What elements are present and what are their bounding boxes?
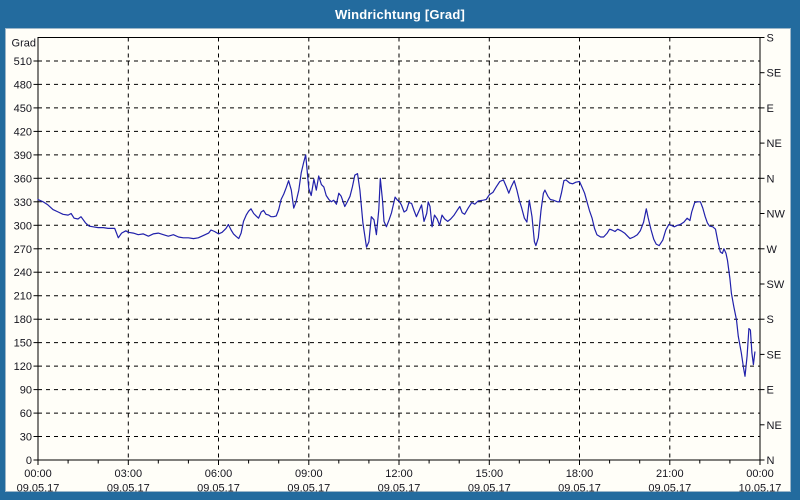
right-axis-compass-label: SE xyxy=(767,349,782,361)
right-axis-compass-label: S xyxy=(767,33,774,45)
right-axis-compass-label: SE xyxy=(767,68,782,80)
x-tick-time-label: 21:00 xyxy=(656,468,684,480)
x-tick-date-label: 09.05.17 xyxy=(558,483,601,495)
y-tick-label: 450 xyxy=(14,103,32,115)
x-tick-time-label: 12:00 xyxy=(385,468,413,480)
right-axis-compass-label: NW xyxy=(767,209,786,221)
y-tick-label: 30 xyxy=(20,432,32,444)
y-tick-label: 210 xyxy=(14,291,32,303)
y-tick-label: 300 xyxy=(14,220,32,232)
right-axis-compass-label: NE xyxy=(767,138,782,150)
x-tick-time-label: 00:00 xyxy=(24,468,52,480)
y-tick-label: 330 xyxy=(14,197,32,209)
y-tick-label: 390 xyxy=(14,150,32,162)
x-tick-time-label: 06:00 xyxy=(205,468,233,480)
x-tick-date-label: 09.05.17 xyxy=(17,483,60,495)
wind-direction-series-line xyxy=(37,154,756,377)
y-tick-label: 60 xyxy=(20,408,32,420)
y-tick-label: 150 xyxy=(14,338,32,350)
x-tick-date-label: 10.05.17 xyxy=(739,483,782,495)
x-tick-date-label: 09.05.17 xyxy=(197,483,240,495)
right-axis-compass-label: N xyxy=(767,173,775,185)
y-tick-label: 480 xyxy=(14,79,32,91)
right-axis-compass-label: E xyxy=(767,103,774,115)
y-tick-label: 0 xyxy=(26,455,32,467)
right-axis-compass-label: N xyxy=(767,455,775,467)
x-tick-date-label: 09.05.17 xyxy=(378,483,421,495)
y-tick-label: 180 xyxy=(14,314,32,326)
y-tick-label: 240 xyxy=(14,267,32,279)
right-axis-compass-label: E xyxy=(767,385,774,397)
x-tick-date-label: 09.05.17 xyxy=(287,483,330,495)
y-tick-label: 270 xyxy=(14,244,32,256)
x-tick-time-label: 09:00 xyxy=(295,468,323,480)
right-axis-compass-label: NE xyxy=(767,420,782,432)
title-bar[interactable]: Windrichtung [Grad] xyxy=(0,0,800,28)
chart-panel xyxy=(5,28,791,492)
x-tick-time-label: 00:00 xyxy=(746,468,774,480)
y-tick-label: 120 xyxy=(14,361,32,373)
x-tick-date-label: 09.05.17 xyxy=(107,483,150,495)
x-tick-date-label: 09.05.17 xyxy=(468,483,511,495)
y-tick-label: 510 xyxy=(14,56,32,68)
x-tick-time-label: 18:00 xyxy=(566,468,594,480)
y-axis-unit-label: Grad xyxy=(12,38,36,50)
x-tick-time-label: 15:00 xyxy=(476,468,504,480)
y-tick-label: 360 xyxy=(14,173,32,185)
x-tick-date-label: 09.05.17 xyxy=(648,483,691,495)
x-tick-time-label: 03:00 xyxy=(115,468,143,480)
right-axis-compass-label: W xyxy=(767,244,778,256)
right-axis-compass-label: S xyxy=(767,314,774,326)
right-axis-compass-label: SW xyxy=(767,279,785,291)
y-tick-label: 420 xyxy=(14,126,32,138)
y-tick-label: 90 xyxy=(20,385,32,397)
window-title: Windrichtung [Grad] xyxy=(334,6,466,22)
